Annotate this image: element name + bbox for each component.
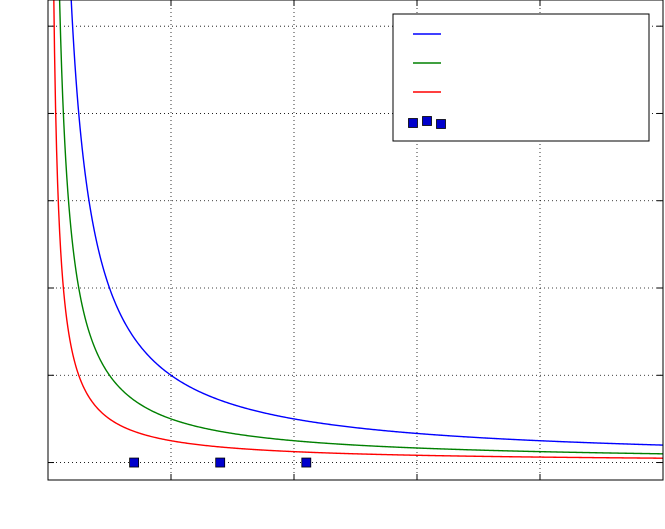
series-line-2 [58, 0, 663, 455]
curve-series [53, 0, 663, 459]
legend-box [392, 13, 650, 142]
series-line-1 [70, 0, 663, 446]
scatter-markers [129, 457, 312, 468]
scatter-marker [301, 457, 312, 468]
legend-square-swatch [436, 119, 446, 129]
scatter-marker [215, 457, 226, 468]
series-line-3 [53, 0, 663, 459]
axes-frame [47, 0, 664, 481]
legend [392, 13, 650, 142]
legend-square-swatch [408, 118, 418, 128]
legend-square-swatch [422, 116, 432, 126]
scatter-marker [129, 457, 140, 468]
